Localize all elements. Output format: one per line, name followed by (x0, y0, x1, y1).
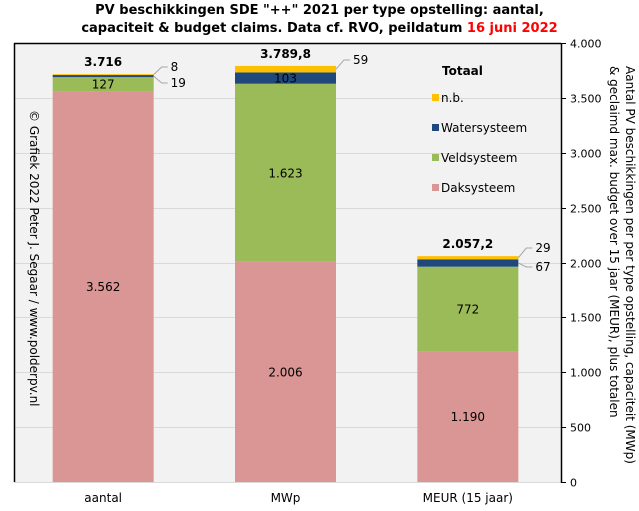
y-tick-label: 2.500 (570, 203, 602, 216)
total-label: 2.057,2 (442, 237, 493, 251)
chart-title-line2: capaciteit & budget claims. Data cf. RVO… (0, 20, 639, 38)
bar-segment-veldsysteem (235, 83, 336, 262)
chart-title: PV beschikkingen SDE "++" 2021 per type … (0, 2, 639, 38)
data-label: 2.006 (268, 365, 302, 379)
data-label-nb: 8 (171, 60, 179, 74)
bar-segment-watersysteem (52, 75, 154, 78)
bar-segment-daksysteem (52, 91, 154, 483)
data-label: 3.562 (86, 280, 120, 294)
bar-segment-nb (235, 65, 336, 73)
data-label-nb: 59 (353, 53, 368, 67)
legend-label: Veldsysteem (441, 151, 517, 165)
chart-title-line1: PV beschikkingen SDE "++" 2021 per type … (95, 3, 544, 18)
bar-segment-daksysteem (235, 261, 336, 482)
data-label: 127 (92, 78, 115, 92)
data-label: 1.623 (268, 166, 302, 180)
chart-title-line2-prefix: capaciteit & budget claims. Data cf. RVO… (81, 21, 467, 36)
leader-line (518, 262, 533, 268)
legend-swatch (432, 124, 439, 131)
legend-swatch (432, 184, 439, 191)
leader-line (153, 66, 168, 75)
y-tick-label: 3.500 (570, 93, 602, 106)
y-axis-label-line2: & geclaimd max. budget over 15 jaar (MEU… (607, 66, 621, 418)
data-label-watersysteem: 67 (535, 260, 550, 274)
y-tick-label: 4.000 (570, 38, 602, 51)
leader-line (335, 59, 350, 70)
data-label-nb: 29 (535, 241, 550, 255)
y-tick-label: 500 (570, 422, 591, 435)
leader-line (517, 247, 533, 259)
data-label-watersysteem: 19 (171, 76, 186, 90)
legend-swatch (432, 94, 439, 101)
copyright-text: © Grafiek 2022 Peter J. Segaar / www.pol… (27, 110, 41, 407)
bar-segment-veldsysteem (52, 77, 154, 92)
total-label: 3.716 (84, 55, 122, 69)
legend-swatch (432, 154, 439, 161)
y-tick-label: 3.000 (570, 148, 602, 161)
bar-segment-watersysteem (417, 259, 519, 267)
data-label: 772 (456, 303, 479, 317)
bar-segment-veldsysteem (417, 266, 519, 352)
total-label: 3.789,8 (260, 47, 311, 61)
bar-segment-daksysteem (417, 351, 519, 482)
y-tick-label: 1.000 (570, 367, 602, 380)
y-tick-label: 0 (570, 477, 577, 490)
bar-segment-nb (52, 74, 154, 76)
chart-title-date: 16 juni 2022 (466, 21, 558, 36)
x-category-label: MWp (271, 491, 301, 505)
x-category-label: MEUR (15 jaar) (423, 491, 513, 505)
y-tick-label: 2.000 (570, 258, 602, 271)
y-axis-label-line1: Aantal PV beschikkingen per per type ops… (623, 66, 637, 464)
data-label-watersysteem: 103 (274, 72, 297, 86)
legend-label: n.b. (441, 91, 464, 105)
leader-line (153, 75, 168, 84)
legend-label: Watersysteem (441, 121, 527, 135)
legend-label: Daksysteem (441, 181, 515, 195)
data-label: 1.190 (451, 410, 485, 424)
y-tick-label: 1.500 (570, 312, 602, 325)
bar-segment-nb (417, 256, 519, 260)
legend-title: Totaal (442, 64, 483, 78)
x-category-label: aantal (84, 491, 122, 505)
bar-segment-watersysteem (235, 72, 336, 84)
